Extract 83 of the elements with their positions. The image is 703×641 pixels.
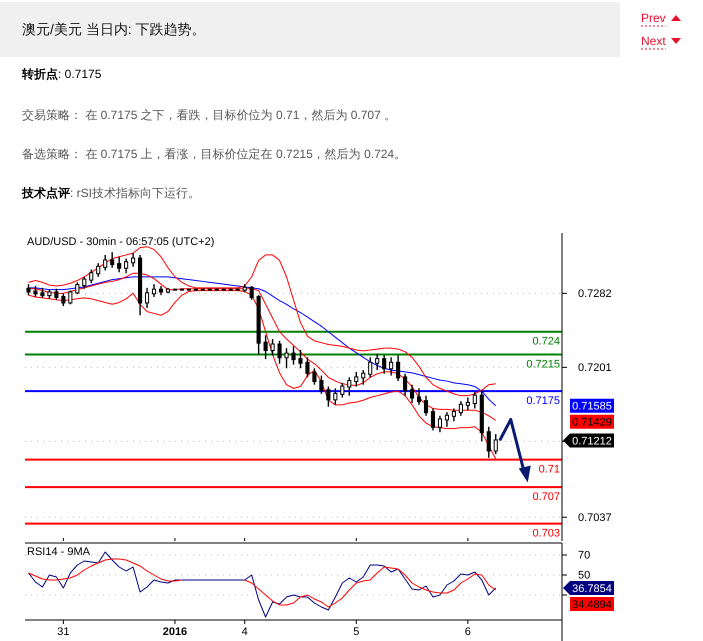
text: 备选策略： 在 0.7175 上，看涨，目标价位定在 0.7215，然后为 0.724。 xyxy=(22,147,406,161)
candlestick xyxy=(416,388,422,406)
candlestick xyxy=(152,283,156,298)
text: 澳元/美元 当日内: 下跌趋势。 xyxy=(22,21,206,37)
candlestick xyxy=(354,371,358,388)
y-tick-label: 0.7037 xyxy=(578,512,612,524)
candlestick xyxy=(298,349,303,369)
x-tick-label: 31 xyxy=(57,626,70,638)
text: 交易策略： 在 0.7175 之下，看跌，目标价位为 0.71，然后为 0.707 。 xyxy=(22,108,396,122)
ref-line-label: 0.707 xyxy=(532,491,560,504)
y-tick-label: 0.7201 xyxy=(578,362,612,374)
text: 技术点评: rSI技术指标向下运行。 xyxy=(21,186,200,200)
ref-line-label: 0.724 xyxy=(532,336,560,348)
candlestick xyxy=(430,408,436,432)
candlestick xyxy=(340,382,344,398)
candlestick xyxy=(368,356,372,378)
text: 转折点: 0.7175 xyxy=(21,67,102,81)
candlestick xyxy=(466,396,470,412)
candlestick xyxy=(389,356,394,376)
text: 34.4894 xyxy=(572,599,612,611)
candlestick xyxy=(26,283,31,296)
text: 0.71212 xyxy=(572,435,612,448)
candlestick xyxy=(486,426,491,459)
candlestick xyxy=(375,352,380,371)
x-tick-label: 6 xyxy=(464,626,471,638)
candlestick xyxy=(131,252,136,268)
candlestick xyxy=(75,282,80,295)
candlestick xyxy=(361,369,366,386)
candlestick xyxy=(54,288,58,300)
chart-title: RSI14 - 9MA xyxy=(27,546,91,558)
candlestick xyxy=(319,374,324,395)
candlestick xyxy=(291,346,296,366)
candlestick xyxy=(312,368,316,386)
text: Prev xyxy=(641,11,666,25)
candlestick xyxy=(444,411,449,428)
text: 36.7854 xyxy=(572,583,612,595)
x-tick-label: 5 xyxy=(353,626,360,638)
candlestick xyxy=(382,354,386,374)
candlestick xyxy=(61,292,66,307)
text: 0.71585 xyxy=(572,400,612,413)
candlestick xyxy=(458,400,463,416)
candlestick xyxy=(40,287,45,299)
candlestick xyxy=(305,356,310,378)
x-tick-label: 2016 xyxy=(162,626,188,638)
candlestick xyxy=(284,347,289,369)
candlestick xyxy=(396,354,400,382)
candlestick xyxy=(424,394,428,416)
candlestick xyxy=(494,433,498,455)
candlestick xyxy=(144,287,150,309)
text: Next xyxy=(641,34,666,48)
candlestick xyxy=(158,285,164,296)
y-tick-label: 0.7282 xyxy=(578,288,612,300)
candlestick xyxy=(403,373,408,396)
candlestick xyxy=(117,256,122,273)
candlestick xyxy=(410,384,414,404)
ref-line-label: 0.7215 xyxy=(526,358,560,371)
ref-line-label: 0.703 xyxy=(532,528,560,540)
candlestick xyxy=(68,290,72,305)
candlestick xyxy=(264,334,268,360)
ref-line-label: 0.7175 xyxy=(526,395,560,408)
candlestick xyxy=(452,408,456,422)
ref-line-label: 0.71 xyxy=(538,464,560,476)
candlestick xyxy=(47,288,52,300)
candlestick xyxy=(277,340,282,364)
candlestick xyxy=(103,254,108,272)
candlestick xyxy=(89,268,94,284)
candlestick xyxy=(472,391,477,410)
candlestick xyxy=(96,262,100,278)
chart-title: AUD/USD - 30min - 06:57:05 (UTC+2) xyxy=(27,236,214,248)
candlestick xyxy=(124,258,128,274)
candlestick xyxy=(270,338,275,356)
candlestick xyxy=(333,388,338,406)
x-tick-label: 4 xyxy=(242,626,248,638)
y-tick-label: 70 xyxy=(578,550,590,562)
candlestick xyxy=(250,285,254,300)
candlestick xyxy=(347,376,352,396)
y-tick-label: 50 xyxy=(578,570,590,582)
candlestick xyxy=(82,276,86,290)
text: 0.71429 xyxy=(572,416,612,429)
candlestick xyxy=(438,415,442,433)
candlestick xyxy=(33,285,38,298)
candlestick xyxy=(326,386,330,408)
candlestick xyxy=(110,251,114,268)
